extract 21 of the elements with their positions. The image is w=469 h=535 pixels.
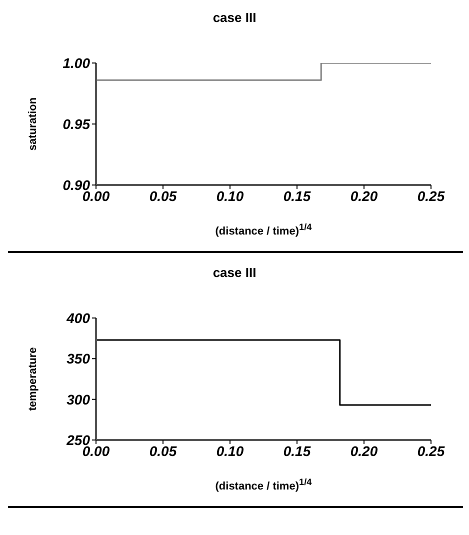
x-tick-label: 0.25 [417, 442, 445, 459]
x-tick-label: 0.10 [216, 442, 244, 459]
y-tick-label: 350 [66, 350, 90, 367]
x-tick-label: 0.25 [417, 188, 445, 204]
x-tick-label: 0.05 [149, 442, 177, 459]
y-tick-label: 400 [66, 310, 90, 326]
x-tick-label: 0.15 [283, 442, 311, 459]
x-tick-label: 0.20 [350, 188, 378, 204]
x-tick-label: 0.20 [350, 442, 378, 459]
x-tick-label: 0.10 [216, 188, 244, 204]
chart-title: case III [212, 265, 258, 280]
y-axis-title: saturation [26, 97, 39, 151]
x-axis-title: (distance / time)$^{1/4}$ [214, 222, 313, 238]
x-tick-label: 0.05 [149, 188, 177, 204]
y-tick-label: 0.95 [62, 116, 90, 132]
x-tick-label: 0.15 [283, 188, 311, 204]
y-axis-title: temperature [26, 347, 39, 411]
chart-title: case III [212, 10, 258, 25]
y-tick-label: 1.00 [62, 54, 90, 71]
x-axis-title: (distance / time)$^{1/4}$ [214, 477, 313, 493]
y-tick-label: 300 [66, 391, 90, 408]
